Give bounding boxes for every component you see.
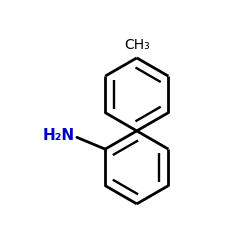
Text: CH₃: CH₃ <box>124 38 150 52</box>
Text: H₂N: H₂N <box>42 128 74 142</box>
